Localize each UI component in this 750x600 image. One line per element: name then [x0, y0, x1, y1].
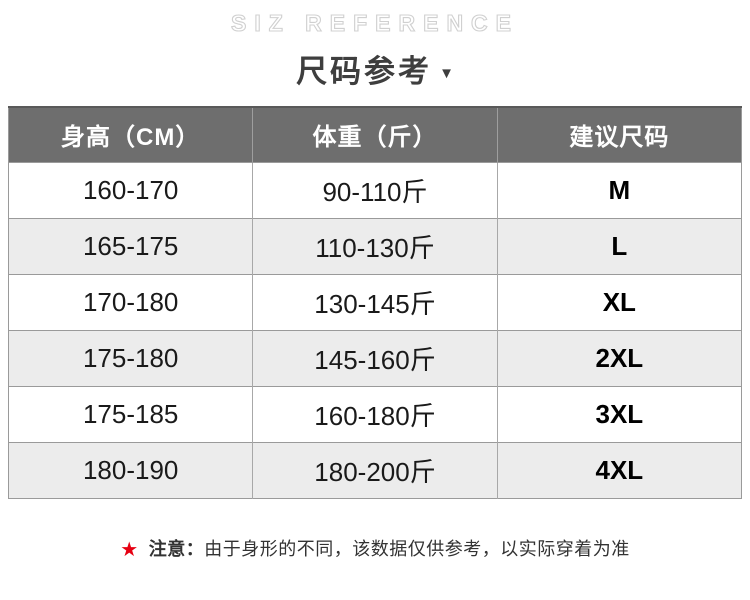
- table-row: 175-185 160-180斤 3XL: [8, 385, 742, 442]
- column-header-size: 建议尺码: [496, 106, 742, 163]
- size-cell: M: [496, 161, 742, 218]
- size-cell: L: [496, 217, 742, 274]
- size-cell: XL: [496, 273, 742, 330]
- english-subtitle: SIZ REFERENCE: [230, 9, 520, 36]
- notice-text: 由于身形的不同，该数据仅供参考，以实际穿着为准: [204, 538, 630, 559]
- table-header: 身高（CM） 体重（斤） 建议尺码: [8, 106, 742, 163]
- table-row: 165-175 110-130斤 L: [8, 217, 742, 274]
- star-icon: ★: [120, 538, 139, 561]
- size-cell: 4XL: [496, 441, 742, 498]
- size-reference-table: 身高（CM） 体重（斤） 建议尺码 160-170 90-110斤 M 165-…: [8, 106, 742, 499]
- weight-cell: 145-160斤: [252, 329, 498, 386]
- table-row: 180-190 180-200斤 4XL: [8, 441, 742, 498]
- dropdown-arrow-icon: ▼: [439, 65, 454, 82]
- notice-label: 注意：: [148, 538, 205, 559]
- column-header-weight: 体重（斤）: [252, 106, 498, 163]
- weight-cell: 110-130斤: [252, 217, 498, 274]
- column-header-height: 身高（CM）: [8, 106, 253, 163]
- height-cell: 170-180: [8, 273, 253, 330]
- table-row: 175-180 145-160斤 2XL: [8, 329, 742, 386]
- weight-cell: 90-110斤: [252, 161, 498, 218]
- table-body: 160-170 90-110斤 M 165-175 110-130斤 L 170…: [8, 161, 742, 498]
- size-cell: 3XL: [496, 385, 742, 442]
- weight-cell: 180-200斤: [252, 441, 498, 498]
- table-row: 160-170 90-110斤 M: [8, 161, 742, 218]
- page-title-text: 尺码参考: [296, 54, 433, 89]
- height-cell: 175-185: [8, 385, 253, 442]
- size-cell: 2XL: [496, 329, 742, 386]
- header-row: 身高（CM） 体重（斤） 建议尺码: [8, 106, 742, 163]
- height-cell: 180-190: [8, 441, 253, 498]
- notice: ★ 注意：由于身形的不同，该数据仅供参考，以实际穿着为准: [0, 535, 750, 562]
- page-title: 尺码参考 ▼: [0, 46, 750, 91]
- table-row: 170-180 130-145斤 XL: [8, 273, 742, 330]
- height-cell: 160-170: [8, 161, 253, 218]
- height-cell: 165-175: [8, 217, 253, 274]
- weight-cell: 160-180斤: [252, 385, 498, 442]
- height-cell: 175-180: [8, 329, 253, 386]
- weight-cell: 130-145斤: [252, 273, 498, 330]
